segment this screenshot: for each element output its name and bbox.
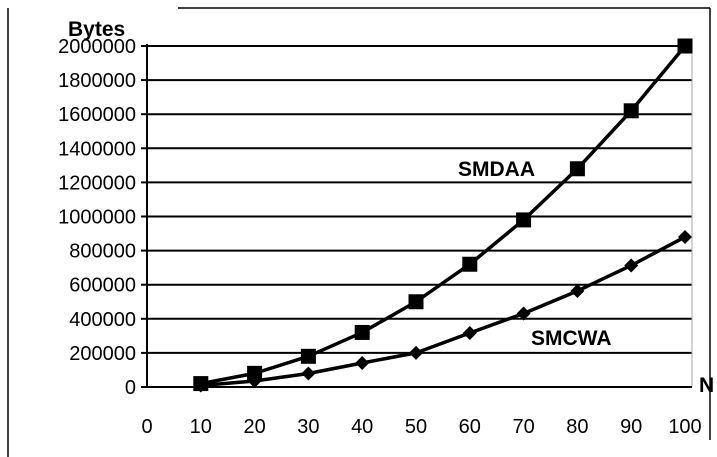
data-point-square [354,324,370,340]
y-tick-label: 600000 [69,275,136,297]
y-tick-label: 1000000 [58,207,136,229]
data-point-diamond [409,345,423,360]
data-point-diamond [624,258,639,273]
chart-axes [7,7,711,457]
data-point-diamond [301,366,316,381]
data-point-square [300,348,316,364]
series-label-smdaa: SMDAA [458,158,535,181]
y-tick-label: 400000 [69,309,136,331]
x-tick-label: 50 [405,416,427,438]
x-tick-label: 40 [351,416,373,438]
series-group [193,38,693,393]
data-point-diamond [516,306,531,321]
y-tick-label: 1800000 [58,70,136,92]
data-point-diamond [193,378,208,393]
x-tick-label: 10 [190,416,212,438]
x-axis-title: N [699,374,714,397]
series-line-smdaa [200,44,687,386]
series-label-smcwa: SMCWA [531,327,612,350]
x-tick-label: 70 [512,416,534,438]
x-tick-label: 60 [459,416,481,438]
data-point-square [623,103,639,119]
x-tick-label: 20 [243,416,265,438]
data-point-diamond [247,373,262,388]
x-tick-label: 0 [141,416,152,438]
x-tick-label: 100 [668,416,701,438]
data-point-diamond [462,325,477,340]
data-point-square [516,212,532,228]
y-tick-label: 1600000 [58,104,136,126]
y-tick-label: 2000000 [58,36,136,58]
data-point-square [569,161,585,177]
labels-group: 0 200000 400000 600000 800000 1000000 1200000 1… [58,18,714,438]
x-tick-label: 80 [566,416,588,438]
x-tick-label: 90 [620,416,642,438]
data-point-diamond [355,355,370,370]
y-tick-label: 0 [125,377,136,399]
series-line-smcwa [200,235,686,388]
data-point-diamond [678,229,692,244]
x-tick-label: 30 [297,416,319,438]
data-point-square [247,365,263,381]
y-tick-label: 800000 [69,241,136,263]
y-tick-label: 1400000 [58,138,136,160]
data-point-diamond [570,283,585,298]
data-point-square [462,256,478,272]
data-point-square [408,294,424,310]
y-tick-label: 200000 [69,343,136,365]
y-axis-title: Bytes [68,18,125,41]
data-point-square [677,38,693,54]
y-tick-label: 1200000 [58,172,136,194]
grid-lines [147,45,693,387]
